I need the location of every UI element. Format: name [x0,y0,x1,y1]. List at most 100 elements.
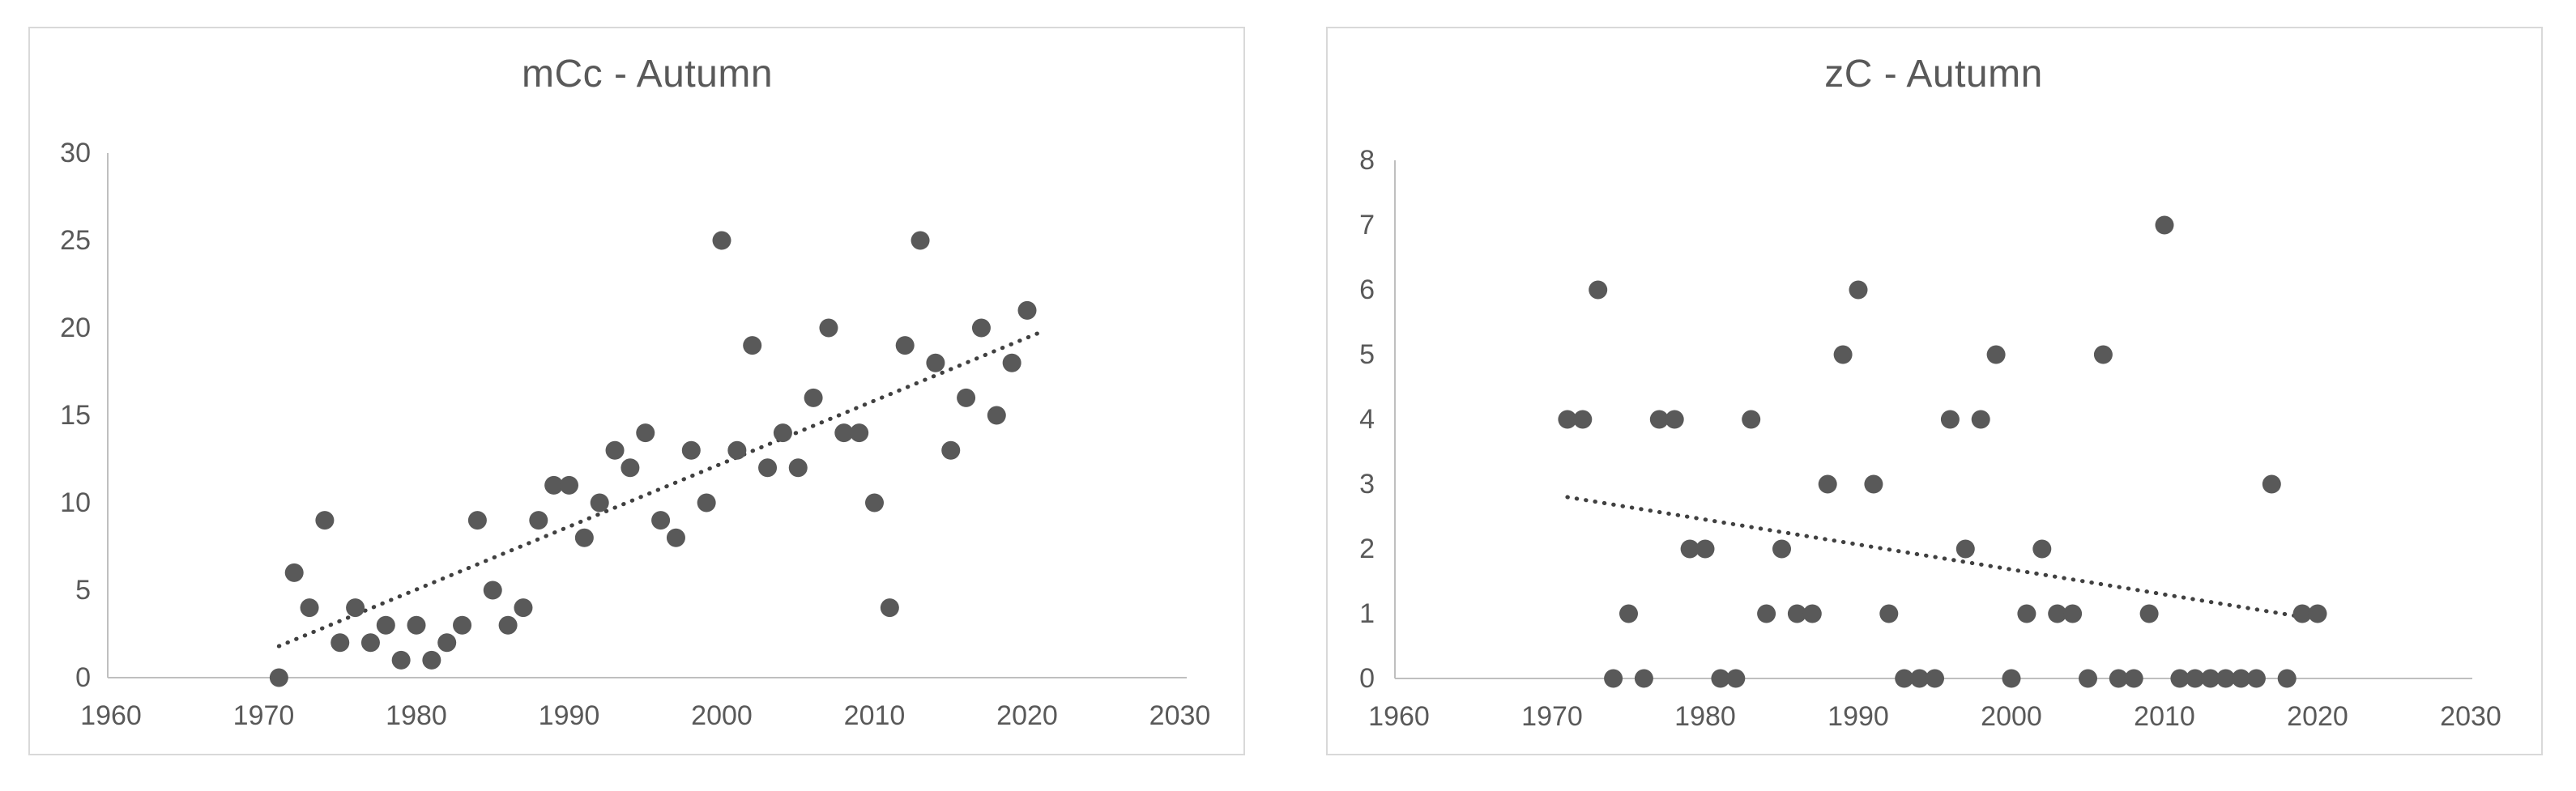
data-point [605,440,625,460]
data-point [1910,669,1930,688]
data-point [346,598,365,618]
data-point [1573,410,1593,429]
data-point [2124,669,2143,688]
data-point [2232,669,2250,688]
data-point [574,528,594,547]
trendline [1565,495,2305,619]
data-point [2246,669,2266,688]
data-point [2032,539,2052,559]
data-point [514,598,533,618]
data-point [804,388,823,407]
data-point [376,615,395,635]
x-tick-label: 1990 [539,700,600,731]
data-point [1971,410,1990,429]
data-point [529,511,548,530]
data-point [2277,669,2297,688]
data-point [1742,410,1761,429]
data-point [467,511,487,530]
data-point [681,440,701,460]
data-point [1002,353,1021,372]
data-point [971,318,991,338]
y-tick-label: 7 [1359,210,1375,240]
y-tick-label: 5 [1359,339,1375,370]
data-point [2216,669,2236,688]
y-tick-label: 2 [1359,534,1375,564]
data-point [1849,280,1868,300]
data-point [453,615,472,635]
x-tick-label: 2020 [996,700,1058,731]
y-tick-label: 25 [60,225,91,256]
y-tick-label: 0 [1359,663,1375,694]
data-point [1986,345,2006,364]
data-point [1757,604,1776,623]
y-tick-label: 20 [60,313,91,343]
chart-panel-mcc-autumn [28,27,1245,755]
x-tick-label: 2000 [1981,701,2042,732]
y-tick-label: 5 [75,575,91,606]
data-point [1895,669,1914,688]
x-tick-label: 2030 [2440,701,2501,732]
x-tick-label: 1960 [1368,701,1430,732]
data-points [1558,215,2327,688]
chart-title-left: mCc - Autumn [521,53,774,96]
data-point [2093,345,2113,364]
data-point [1649,410,1669,429]
data-point [2308,604,2327,623]
data-point [1818,474,1837,494]
data-point [590,493,609,512]
data-point [1017,300,1037,320]
data-point [2048,604,2067,623]
data-point [2292,604,2312,623]
x-tick-label: 1970 [233,700,295,731]
data-point [300,598,319,618]
x-tick-label: 1970 [1521,701,1583,732]
data-point [1589,280,1608,300]
data-point [1680,539,1700,559]
x-tick-label: 2000 [691,700,753,731]
y-tick-label: 0 [75,662,91,693]
data-point [819,318,838,338]
data-point [2002,669,2021,688]
data-point [1879,604,1899,623]
x-tick-label: 2030 [1149,700,1211,731]
x-tick-label: 2020 [2287,701,2348,732]
data-point [621,458,640,478]
data-point [788,458,808,478]
data-point [850,423,869,443]
data-point [1634,669,1653,688]
data-points [269,231,1037,687]
data-point [834,423,854,443]
x-tick-label: 1980 [386,700,447,731]
x-tick-label: 1960 [80,700,142,731]
data-point [360,633,380,653]
x-tick-label: 1980 [1674,701,1736,732]
data-point [712,231,731,250]
data-point [636,423,655,443]
y-tick-label: 30 [60,138,91,168]
data-point [697,493,716,512]
axes [1394,160,2472,679]
data-point [1604,669,1623,688]
x-tick-label: 2010 [2134,701,2195,732]
y-tick-label: 3 [1359,469,1375,500]
data-point [1802,604,1822,623]
data-point [865,493,884,512]
trendline [276,329,1045,649]
data-point [2262,474,2281,494]
data-point [926,353,945,372]
data-point [957,388,976,407]
x-tick-label: 2010 [844,700,906,731]
data-point [391,650,411,670]
data-point [2017,604,2036,623]
data-point [1926,669,1944,688]
data-point [1558,410,1577,429]
data-point [2063,604,2083,623]
data-point [331,633,350,653]
data-point [2155,215,2174,235]
data-point [727,440,747,460]
data-point [1665,410,1684,429]
y-tick-label: 6 [1359,274,1375,305]
y-tick-label: 4 [1359,404,1375,435]
